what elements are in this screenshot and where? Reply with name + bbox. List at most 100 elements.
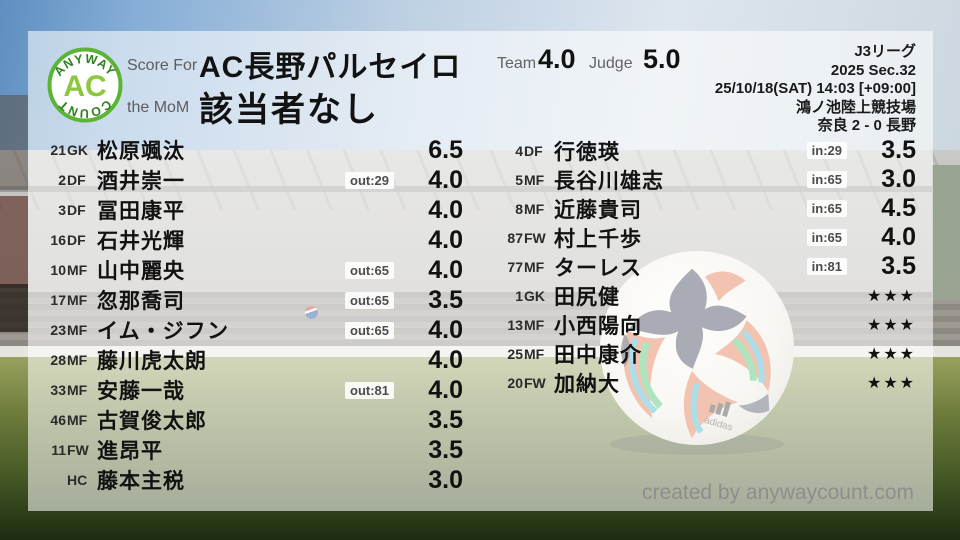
player-row: 28 MF 藤川虎太朗 4.0	[44, 345, 463, 375]
player-number-position: 16 DF	[44, 232, 91, 248]
player-score: 4.0	[428, 375, 463, 404]
player-row: 16 DF 石井光輝 4.0	[44, 225, 463, 255]
player-row: HC 藤本主税 3.0	[44, 465, 463, 495]
player-row: 11 FW 進昂平 3.5	[44, 435, 463, 465]
player-number-position: 5 MF	[501, 172, 548, 188]
player-number: 77	[507, 258, 523, 275]
player-name: 加納大	[554, 372, 620, 396]
player-name: 山中麗央	[97, 260, 185, 283]
anywaycount-logo: ANYWAY AC COUNT	[47, 47, 123, 123]
score-overlay-panel	[28, 31, 933, 511]
player-score: 3.0	[428, 465, 463, 494]
player-number-position: 28 MF	[44, 352, 91, 368]
substitution-badge: out:65	[345, 291, 394, 309]
player-score: 4.0	[428, 165, 463, 194]
subs-column: 4 DF 行徳瑛 in:29 3.5 5 MF 長谷川雄志 in:65 3.0 8 MF 近藤貴司 in:…	[501, 136, 916, 397]
match-info-line: 鴻ノ池陸上競技場	[795, 98, 916, 116]
player-number-position: 46 MF	[44, 412, 91, 428]
player-score: 3.5	[881, 136, 916, 164]
player-number-position: 11 FW	[44, 442, 91, 458]
player-name: 進昂平	[97, 440, 163, 463]
player-number: 10	[50, 262, 66, 278]
player-number-position: 4 DF	[501, 143, 548, 159]
player-number: 1	[515, 287, 523, 304]
player-number: 5	[515, 171, 523, 188]
player-row: 2 DF 酒井崇一 out:29 4.0	[44, 165, 463, 195]
unrated-stars: ★★★	[866, 374, 916, 392]
player-name: 近藤貴司	[554, 198, 642, 222]
logo-arc-bottom: COUNT	[56, 97, 113, 120]
player-number-position: 77 MF	[501, 259, 548, 275]
player-position: MF	[67, 412, 88, 428]
player-position: GK	[67, 142, 88, 158]
substitution-badge: in:65	[806, 229, 847, 246]
player-row: 23 MF イム・ジフン out:65 4.0	[44, 315, 463, 345]
logo-ac-text: AC	[63, 70, 106, 103]
player-score: 4.5	[881, 194, 916, 222]
player-score: 3.5	[881, 252, 916, 280]
player-name: イム・ジフン	[97, 320, 229, 343]
left-roof-edge	[0, 95, 28, 190]
match-info-line: 25/10/18(SAT) 14:03 [+09:00]	[714, 80, 916, 97]
player-row: 10 MF 山中麗央 out:65 4.0	[44, 255, 463, 285]
player-name: 長谷川雄志	[554, 169, 664, 193]
player-name: 村上千歩	[554, 227, 642, 251]
player-row: 21 GK 松原颯汰 6.5	[44, 135, 463, 165]
unrated-stars: ★★★	[866, 316, 916, 334]
substitution-badge: in:65	[806, 200, 847, 217]
player-position: MF	[524, 171, 545, 188]
player-number-position: HC	[44, 472, 91, 488]
match-info-line: 2025 Sec.32	[830, 61, 916, 79]
player-name: 冨田康平	[97, 200, 185, 223]
player-row: 1 GK 田尻健 ★★★	[501, 281, 916, 310]
player-row: 46 MF 古賀俊太郎 3.5	[44, 405, 463, 435]
player-position: HC	[67, 472, 88, 488]
player-score: 3.5	[428, 285, 463, 314]
player-number-position: 2 DF	[44, 172, 91, 188]
left-stand-edge	[0, 196, 28, 288]
player-row: 33 MF 安藤一哉 out:81 4.0	[44, 375, 463, 405]
player-name: 小西陽向	[554, 314, 642, 338]
player-number: 4	[515, 142, 523, 159]
player-number-position: 8 MF	[501, 201, 548, 217]
score-for-label: Score For	[127, 57, 198, 74]
player-row: 25 MF 田中康介 ★★★	[501, 339, 916, 368]
player-score: 4.0	[428, 345, 463, 374]
team-average-label: Team	[497, 55, 537, 72]
player-score: 4.0	[428, 225, 463, 254]
player-row: 5 MF 長谷川雄志 in:65 3.0	[501, 165, 916, 194]
player-position: DF	[524, 142, 543, 159]
player-position: MF	[67, 292, 88, 308]
player-position: GK	[524, 287, 545, 304]
substitution-badge: out:29	[345, 171, 394, 189]
player-number: 25	[507, 345, 523, 362]
player-position: MF	[67, 322, 88, 338]
substitution-badge: in:81	[806, 258, 847, 275]
player-row: 17 MF 忽那喬司 out:65 3.5	[44, 285, 463, 315]
player-row: 13 MF 小西陽向 ★★★	[501, 310, 916, 339]
player-name: 安藤一哉	[97, 380, 185, 403]
substitution-badge: out:81	[345, 381, 394, 399]
player-score: 6.5	[428, 135, 463, 164]
player-score: 3.5	[428, 405, 463, 434]
player-position: MF	[524, 258, 545, 275]
starters-column: 21 GK 松原颯汰 6.5 2 DF 酒井崇一 out:29 4.0 3 DF 冨田康平 4.0 16 D…	[44, 135, 463, 495]
right-greenery	[932, 165, 960, 300]
player-number-position: 3 DF	[44, 202, 91, 218]
judge-label: Judge	[589, 55, 633, 72]
match-info-line: 奈良 2 - 0 長野	[817, 117, 916, 134]
match-info-block: J3リーグ 2025 Sec.32 25/10/18(SAT) 14:03 [+09…	[715, 43, 916, 136]
player-number-position: 1 GK	[501, 288, 548, 304]
player-number: 17	[50, 292, 66, 308]
team-name-title: AC長野パルセイロ	[199, 51, 462, 84]
player-name: ターレス	[554, 256, 642, 280]
player-number: 21	[50, 142, 66, 158]
player-name: 田尻健	[554, 285, 620, 309]
player-number-position: 25 MF	[501, 346, 548, 362]
player-row: 20 FW 加納大 ★★★	[501, 368, 916, 397]
player-name: 石井光輝	[97, 230, 185, 253]
player-position: MF	[524, 316, 545, 333]
player-position: DF	[67, 202, 86, 218]
player-number-position: 17 MF	[44, 292, 91, 308]
unrated-stars: ★★★	[866, 287, 916, 305]
